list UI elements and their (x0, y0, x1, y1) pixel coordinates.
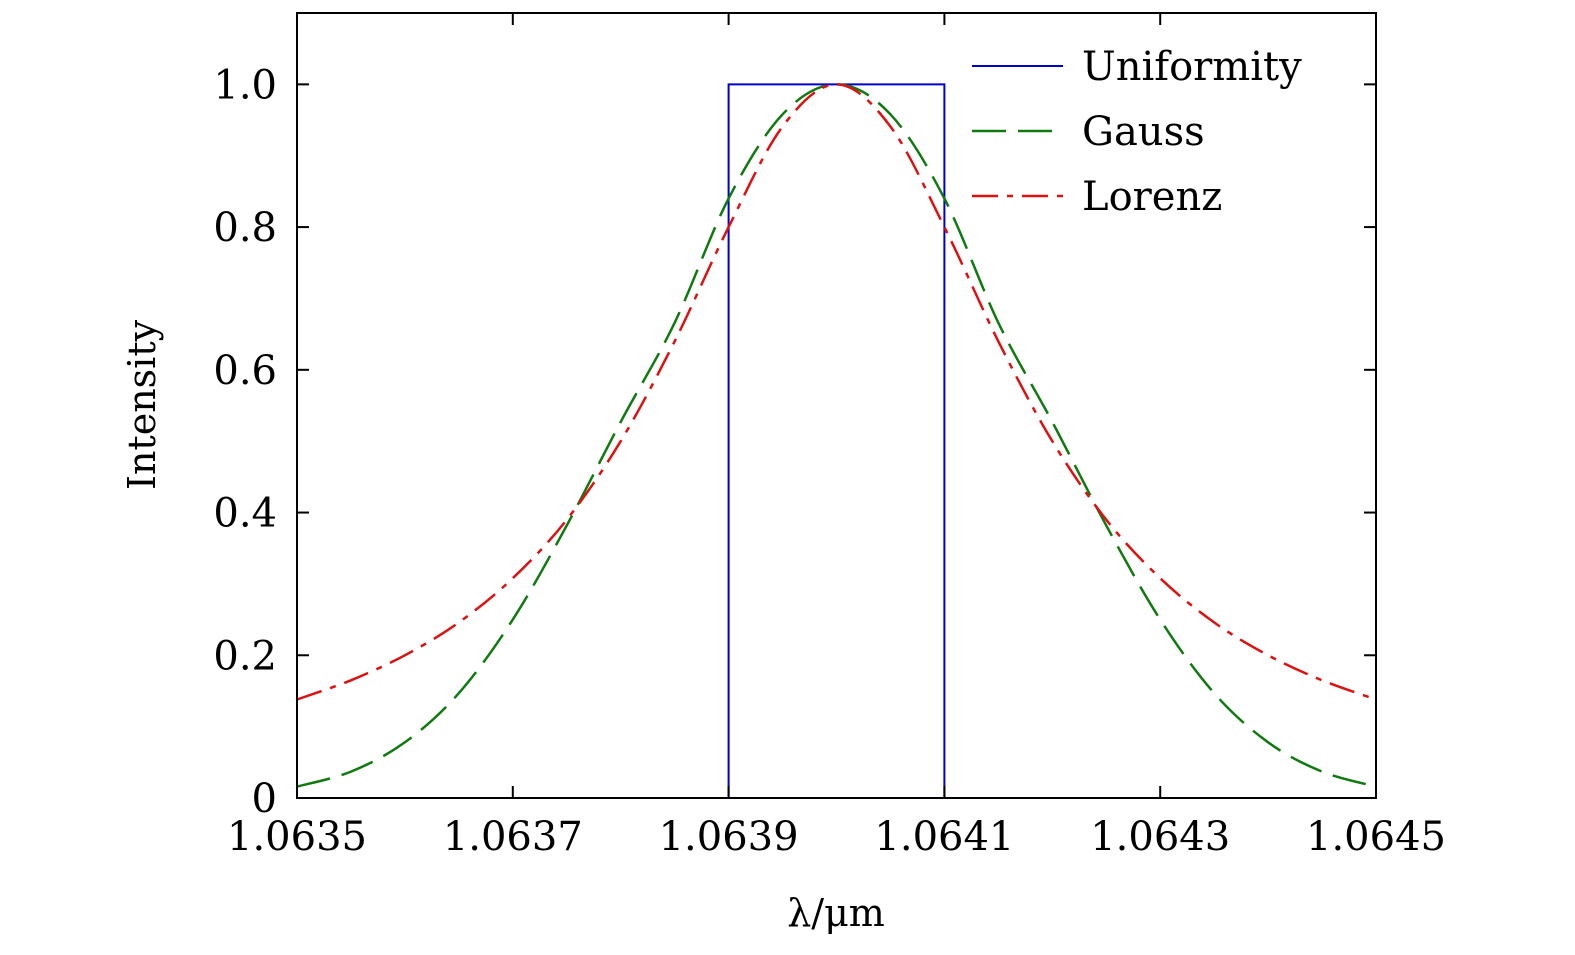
y-tick-label: 1.0 (213, 62, 277, 108)
legend-label-lorenz: Lorenz (1082, 174, 1222, 220)
y-tick-label: 0.8 (213, 205, 277, 251)
x-tick-label: 1.0637 (443, 814, 583, 860)
series-line-gauss (296, 83, 1377, 788)
legend-label-gauss: Gauss (1082, 109, 1205, 155)
y-tick-label: 0.2 (213, 633, 277, 679)
x-tick-label: 1.0641 (874, 814, 1014, 860)
x-tick-label: 1.0645 (1306, 814, 1446, 860)
x-axis-title: λ/μm (787, 891, 885, 935)
y-tick-label: 0 (252, 776, 277, 822)
plot-frame (296, 12, 1377, 799)
y-axis-title: Intensity (120, 319, 164, 490)
legend: Uniformity Gauss Lorenz (972, 44, 1302, 220)
x-tick-label: 1.0635 (227, 814, 367, 860)
y-tick-label: 0.6 (213, 348, 277, 394)
legend-label-uniformity: Uniformity (1082, 44, 1302, 90)
x-tick-label: 1.0643 (1090, 814, 1230, 860)
x-tick-label: 1.0639 (659, 814, 799, 860)
y-tick-label: 0.4 (213, 491, 277, 537)
series-line-lorenz (296, 83, 1377, 701)
x-axis: 1.0635 1.0637 1.0639 1.0641 1.0643 1.0645 (227, 13, 1446, 860)
y-axis: 0 0.2 0.4 0.6 0.8 1.0 (213, 62, 1376, 822)
